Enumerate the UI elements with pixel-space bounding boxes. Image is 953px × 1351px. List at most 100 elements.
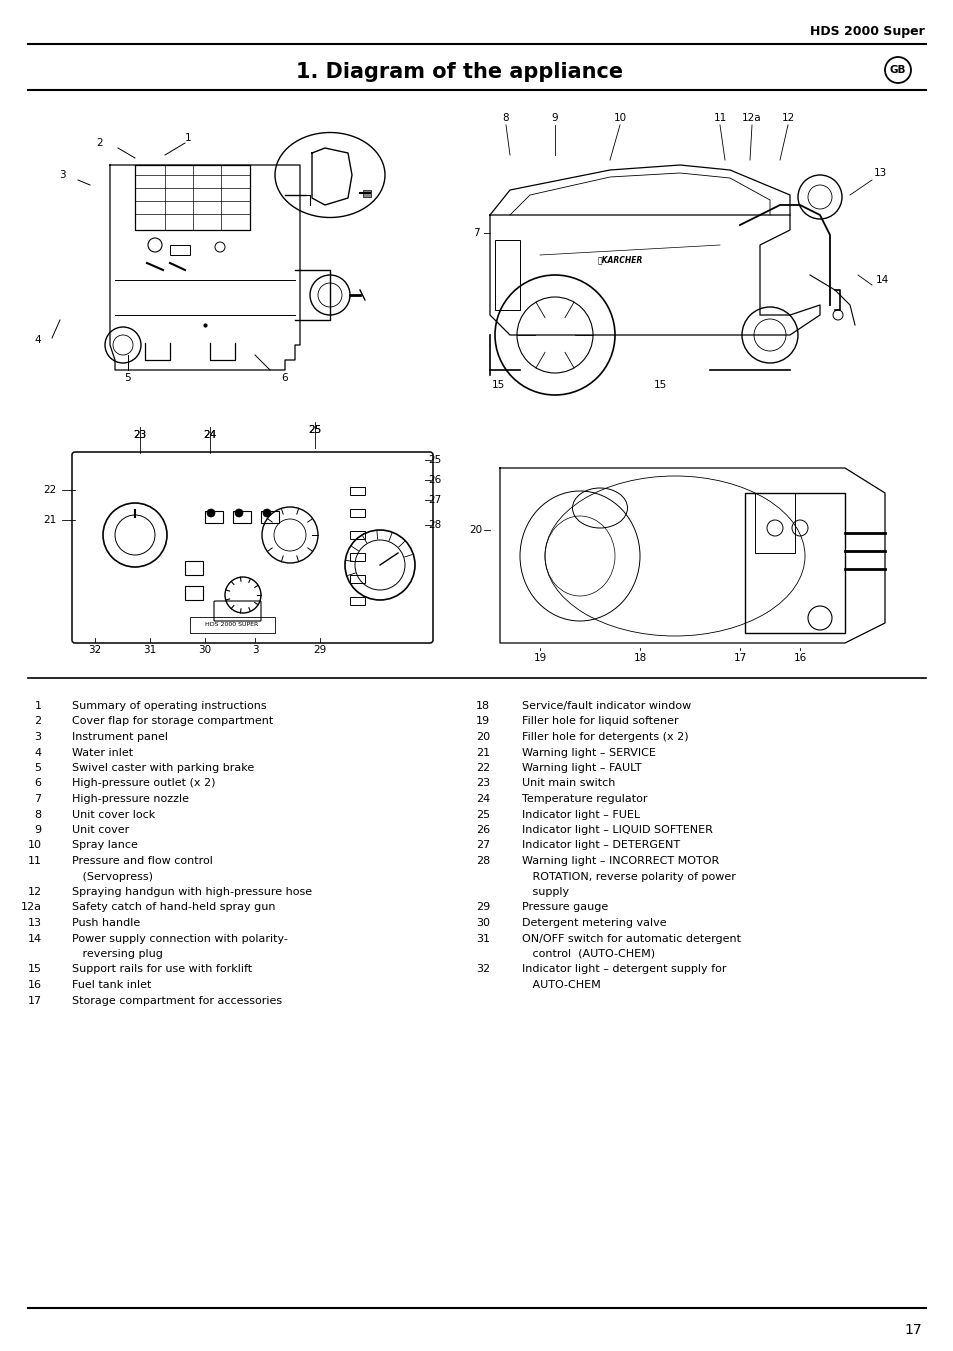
- Text: HDS 2000 Super: HDS 2000 Super: [809, 26, 924, 38]
- Text: 24: 24: [476, 794, 490, 804]
- Text: 7: 7: [28, 794, 42, 804]
- Text: Indicator light – LIQUID SOFTENER: Indicator light – LIQUID SOFTENER: [521, 825, 712, 835]
- Text: reversing plug: reversing plug: [71, 948, 163, 959]
- Text: 16: 16: [28, 979, 42, 990]
- Circle shape: [207, 509, 214, 517]
- Text: 14: 14: [28, 934, 42, 943]
- Text: AUTO-CHEM: AUTO-CHEM: [521, 979, 600, 990]
- Text: 12a: 12a: [21, 902, 42, 912]
- Text: 24: 24: [203, 430, 216, 440]
- Text: High-pressure outlet (x 2): High-pressure outlet (x 2): [71, 778, 215, 789]
- Text: 31: 31: [143, 644, 156, 655]
- Text: 6: 6: [28, 778, 42, 789]
- Text: 21: 21: [476, 747, 490, 758]
- Text: 25: 25: [308, 426, 321, 435]
- Text: Unit cover lock: Unit cover lock: [71, 809, 155, 820]
- Text: 18: 18: [476, 701, 490, 711]
- Text: 30: 30: [198, 644, 212, 655]
- Text: 14: 14: [875, 276, 887, 285]
- Text: Filler hole for detergents (x 2): Filler hole for detergents (x 2): [521, 732, 688, 742]
- Text: 28: 28: [428, 520, 441, 530]
- Circle shape: [234, 509, 243, 517]
- Text: 2: 2: [28, 716, 42, 727]
- Text: 12a: 12a: [741, 113, 761, 123]
- Text: ⓀKARCHER: ⓀKARCHER: [597, 255, 642, 265]
- Text: 28: 28: [476, 857, 490, 866]
- Text: 15: 15: [28, 965, 42, 974]
- Text: control  (AUTO-CHEM): control (AUTO-CHEM): [521, 948, 655, 959]
- Text: 32: 32: [89, 644, 102, 655]
- Circle shape: [263, 509, 271, 517]
- Text: Unit main switch: Unit main switch: [521, 778, 615, 789]
- Text: 17: 17: [733, 653, 746, 663]
- Text: 1. Diagram of the appliance: 1. Diagram of the appliance: [296, 62, 623, 82]
- Text: 10: 10: [28, 840, 42, 851]
- Text: 17: 17: [903, 1323, 921, 1337]
- Text: 11: 11: [713, 113, 726, 123]
- Text: 16: 16: [793, 653, 806, 663]
- Text: 4: 4: [34, 335, 41, 345]
- Text: 17: 17: [28, 996, 42, 1005]
- Text: 29: 29: [313, 644, 326, 655]
- Text: 25: 25: [476, 809, 490, 820]
- Text: HDS 2000 SUPER: HDS 2000 SUPER: [205, 623, 258, 627]
- Text: 19: 19: [476, 716, 490, 727]
- Text: Support rails for use with forklift: Support rails for use with forklift: [71, 965, 252, 974]
- Text: Cover flap for storage compartment: Cover flap for storage compartment: [71, 716, 273, 727]
- Text: Unit cover: Unit cover: [71, 825, 129, 835]
- Text: 23: 23: [133, 430, 147, 440]
- Text: 12: 12: [781, 113, 794, 123]
- Text: Detergent metering valve: Detergent metering valve: [521, 917, 666, 928]
- Text: Spraying handgun with high-pressure hose: Spraying handgun with high-pressure hose: [71, 888, 312, 897]
- Text: (Servopress): (Servopress): [71, 871, 152, 881]
- Text: 15: 15: [491, 380, 504, 390]
- Text: 2: 2: [96, 138, 103, 149]
- Text: Indicator light – FUEL: Indicator light – FUEL: [521, 809, 639, 820]
- Text: 25: 25: [428, 455, 441, 465]
- Text: ON/OFF switch for automatic detergent: ON/OFF switch for automatic detergent: [521, 934, 740, 943]
- Text: 5: 5: [28, 763, 42, 773]
- Text: Push handle: Push handle: [71, 917, 140, 928]
- Text: Indicator light – DETERGENT: Indicator light – DETERGENT: [521, 840, 679, 851]
- Text: 13: 13: [28, 917, 42, 928]
- Text: 3: 3: [252, 644, 258, 655]
- Text: supply: supply: [521, 888, 569, 897]
- Text: 19: 19: [533, 653, 546, 663]
- Text: 6: 6: [281, 373, 288, 382]
- Text: High-pressure nozzle: High-pressure nozzle: [71, 794, 189, 804]
- Text: 21: 21: [43, 515, 56, 526]
- Text: 12: 12: [28, 888, 42, 897]
- Text: 22: 22: [43, 485, 56, 494]
- Text: 27: 27: [428, 494, 441, 505]
- Text: 7: 7: [472, 228, 478, 238]
- Text: 23: 23: [476, 778, 490, 789]
- Text: 5: 5: [125, 373, 132, 382]
- Text: 26: 26: [476, 825, 490, 835]
- Text: Warning light – FAULT: Warning light – FAULT: [521, 763, 641, 773]
- Text: 1: 1: [185, 132, 192, 143]
- Text: 1: 1: [28, 701, 42, 711]
- Text: Power supply connection with polarity-: Power supply connection with polarity-: [71, 934, 288, 943]
- Text: 3: 3: [28, 732, 42, 742]
- Text: 26: 26: [428, 476, 441, 485]
- Text: Warning light – INCORRECT MOTOR: Warning light – INCORRECT MOTOR: [521, 857, 719, 866]
- Text: 27: 27: [476, 840, 490, 851]
- Text: 30: 30: [476, 917, 490, 928]
- Text: 10: 10: [613, 113, 626, 123]
- Text: Spray lance: Spray lance: [71, 840, 138, 851]
- Text: Indicator light – detergent supply for: Indicator light – detergent supply for: [521, 965, 726, 974]
- Text: Safety catch of hand-held spray gun: Safety catch of hand-held spray gun: [71, 902, 275, 912]
- Text: 20: 20: [469, 526, 482, 535]
- Text: Swivel caster with parking brake: Swivel caster with parking brake: [71, 763, 254, 773]
- Text: Filler hole for liquid softener: Filler hole for liquid softener: [521, 716, 678, 727]
- Text: 29: 29: [476, 902, 490, 912]
- Text: 31: 31: [476, 934, 490, 943]
- Text: 18: 18: [633, 653, 646, 663]
- Text: Fuel tank inlet: Fuel tank inlet: [71, 979, 152, 990]
- Text: 23: 23: [133, 430, 147, 440]
- Text: 13: 13: [872, 168, 885, 178]
- Text: Summary of operating instructions: Summary of operating instructions: [71, 701, 266, 711]
- Text: Instrument panel: Instrument panel: [71, 732, 168, 742]
- Text: Temperature regulator: Temperature regulator: [521, 794, 647, 804]
- Text: 15: 15: [653, 380, 666, 390]
